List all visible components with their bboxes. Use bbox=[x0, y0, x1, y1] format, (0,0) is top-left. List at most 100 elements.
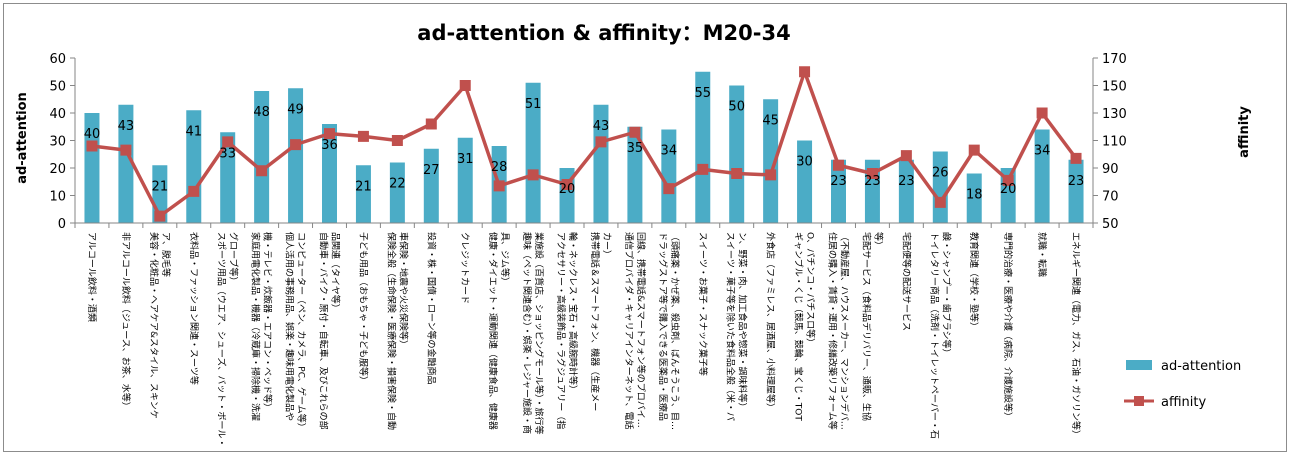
bar bbox=[661, 129, 677, 223]
x-tick-label-line: 業施設（百貨店、ショッピングモール等）・旅行等 bbox=[533, 232, 545, 435]
x-tick-label-line: 非アルコール飲料（ジュース、お茶、水等） bbox=[120, 232, 132, 411]
bar-data-label: 27 bbox=[423, 163, 440, 178]
x-tick-label: 教育関連（学校・塾等） bbox=[968, 232, 980, 331]
x-tick-label-line: 投資・株・国債・ローン等の金融商品 bbox=[425, 232, 437, 385]
bar-data-label: 23 bbox=[898, 174, 915, 189]
x-tick-label-line: ア、脱毛等 bbox=[160, 232, 172, 277]
affinity-line bbox=[91, 70, 1078, 218]
x-tick-label: 通信プロバイダ・キャリアインターネット、電話 回線、携帯電話&スマートフォン等のプ… bbox=[623, 232, 647, 429]
affinity-marker bbox=[1002, 174, 1014, 186]
bar-data-label: 34 bbox=[661, 144, 678, 159]
y-right-tick-label: 50 bbox=[1102, 217, 1119, 232]
affinity-marker bbox=[391, 135, 403, 146]
affinity-marker bbox=[968, 144, 980, 156]
x-tick-label-line: スポーツ用品（ウエア、シューズ、バット・ボール・ bbox=[216, 232, 228, 447]
bar-data-label: 45 bbox=[762, 113, 779, 128]
bar-data-label: 23 bbox=[864, 174, 881, 189]
x-tick-label-line: カー） bbox=[601, 232, 612, 259]
x-tick-label-line: 家庭用電化製品・機器（冷蔵庫・掃除機・洗濯 bbox=[250, 232, 262, 421]
x-tick-label-line: 子ども用品（おもちゃ・子ども服等） bbox=[357, 232, 369, 385]
x-tick-label: 保険全般（生命保険・医療保険・損害保険・自動 車保険・地震や火災保険等） bbox=[385, 232, 409, 430]
bar bbox=[322, 124, 337, 223]
bar bbox=[1034, 129, 1050, 223]
x-tick-label-line: 品関連（タイヤ等） bbox=[330, 232, 342, 313]
x-tick-label: トイレタリー商品（洗剤・トイレットペーパー・石 鹸・シャンプー・歯ブラシ等） bbox=[928, 232, 952, 439]
affinity-marker bbox=[154, 210, 166, 222]
affinity-marker bbox=[86, 140, 98, 152]
x-tick-label-line: 美容・化粧品・ヘアケア&スタイル、スキンケ bbox=[148, 232, 160, 419]
x-tick-label-line: O、パチンコ・パチスロ等） bbox=[805, 232, 817, 347]
x-tick-label-line: アクセサリー・高級装飾品・ラグジュアリー（指 bbox=[555, 232, 567, 429]
bar-data-label: 23 bbox=[1068, 174, 1085, 189]
bar-data-label: 33 bbox=[219, 146, 236, 161]
x-tick-label-line: 教育関連（学校・塾等） bbox=[968, 232, 980, 331]
x-tick-label-line: 等） bbox=[872, 232, 884, 250]
y-left-tick-label: 50 bbox=[49, 80, 66, 95]
x-tick-label-line: （頭痛薬・かぜ薬、殺虫剤、ばんそうこう、目… bbox=[669, 232, 681, 430]
bar-data-label: 26 bbox=[932, 166, 949, 181]
affinity-marker bbox=[765, 169, 777, 181]
x-tick-label: ドラッグストア等で購入できる医薬品・医療品 （頭痛薬・かぜ薬、殺虫剤、ばんそうこう… bbox=[657, 232, 681, 430]
bar-data-label: 50 bbox=[728, 100, 745, 115]
bar-data-label: 51 bbox=[525, 97, 542, 112]
y-left-tick-label: 30 bbox=[49, 135, 66, 150]
x-tick-label-line: スイーツ・お菓子・スナック菓子等 bbox=[697, 232, 709, 376]
x-tick-label-line: 宅配便等の配送サービス bbox=[900, 232, 912, 331]
x-tick-label: ギャンブル・くじ（競馬、競輪、宝くじ・TOT O、パチンコ・パチスロ等） bbox=[793, 232, 817, 421]
bar bbox=[1068, 159, 1084, 223]
affinity-marker bbox=[459, 80, 471, 91]
x-tick-label-line: ン、野菜・肉、加工食品や惣菜・調味料等） bbox=[737, 232, 749, 411]
chart-svg: ad-attention & affinity：M20-34 0 10 20 30 40… bbox=[15, 21, 1252, 447]
y-left-tick-label: 20 bbox=[49, 162, 66, 177]
affinity-marker bbox=[188, 185, 200, 197]
x-tick-label-line: 車保険・地震や火災保険等） bbox=[397, 232, 409, 349]
x-tick-label: 衣料品・ファッション関連・スーツ等 bbox=[188, 232, 200, 385]
affinity-marker bbox=[222, 136, 234, 148]
x-tick-label: スイーツ・お菓子・スナック菓子等 bbox=[697, 232, 709, 376]
x-tick-label: アルコール飲料・酒類 bbox=[86, 232, 98, 322]
affinity-marker bbox=[1036, 107, 1048, 119]
x-tick-label: エネルギー関連（電力、ガス、石油・ガソリン等） bbox=[1070, 232, 1082, 439]
x-tick-label-line: ギャンブル・くじ（競馬、競輪、宝くじ・TOT bbox=[793, 232, 805, 421]
legend-label-ad-attention: ad-attention bbox=[1161, 359, 1241, 374]
x-tick-label-line: コンピューター（ペン、カメラ、PC、ゲーム等） bbox=[296, 232, 308, 432]
x-tick-label: 健康・ダイエット・運動関連（健康食品、健康器 具、ジム等） bbox=[487, 232, 511, 430]
affinity-marker bbox=[493, 180, 505, 192]
bar bbox=[831, 159, 846, 223]
x-tick-label: 就職・転職 bbox=[1036, 232, 1048, 277]
bar bbox=[695, 71, 711, 223]
x-tick-label-line: 鹸・シャンプー・歯ブラシ等） bbox=[940, 232, 952, 358]
bar-data-label: 18 bbox=[966, 188, 983, 203]
bar bbox=[457, 137, 473, 223]
bar-data-label: 43 bbox=[118, 119, 135, 134]
affinity-marker bbox=[697, 163, 709, 175]
x-tick-label-line: 趣味（ペット関連含む）・娯楽・レジャー施設・商 bbox=[521, 232, 533, 434]
x-tick-label-line: 健康・ダイエット・運動関連（健康食品、健康器 bbox=[487, 232, 499, 430]
y-axis-left-label: ad-attention bbox=[15, 92, 30, 184]
x-tick-label-line: 外食店（ファミレス、居酒屋、小料理屋等） bbox=[765, 232, 777, 412]
y-right-tick-label: 110 bbox=[1102, 135, 1127, 150]
bar bbox=[729, 85, 745, 223]
x-tick-label: 美容・化粧品・ヘアケア&スタイル、スキンケ ア、脱毛等 bbox=[148, 232, 172, 419]
bar bbox=[797, 140, 813, 223]
y-left-tick-label: 40 bbox=[49, 107, 66, 122]
chart-title: ad-attention & affinity：M20-34 bbox=[417, 21, 790, 45]
bar bbox=[389, 162, 405, 223]
x-tick-label-line: グローブ等） bbox=[228, 232, 240, 285]
bar-data-label: 21 bbox=[355, 179, 372, 194]
y-right-tick-label: 150 bbox=[1102, 80, 1127, 95]
x-tick-label: 住居の購入・賃貸・運用・修繕改築リフォーム等 （不動産屋、ハウスメーカー、マンショ… bbox=[827, 232, 851, 430]
bar bbox=[966, 173, 982, 223]
bar bbox=[423, 148, 439, 223]
x-tick-label-line: 就職・転職 bbox=[1036, 232, 1048, 277]
bar bbox=[288, 88, 304, 223]
affinity-marker bbox=[120, 144, 132, 156]
x-tick-label-line: トイレタリー商品（洗剤・トイレットペーパー・石 bbox=[928, 232, 940, 439]
affinity-marker bbox=[256, 165, 268, 177]
x-tick-label-line: アルコール飲料・酒類 bbox=[86, 232, 98, 322]
x-tick-label-line: エネルギー関連（電力、ガス、石油・ガソリン等） bbox=[1070, 232, 1082, 439]
bar-data-label: 20 bbox=[1000, 182, 1017, 197]
y-right-tick-label: 170 bbox=[1102, 52, 1127, 67]
affinity-marker bbox=[833, 159, 844, 171]
affinity-marker bbox=[290, 139, 302, 151]
